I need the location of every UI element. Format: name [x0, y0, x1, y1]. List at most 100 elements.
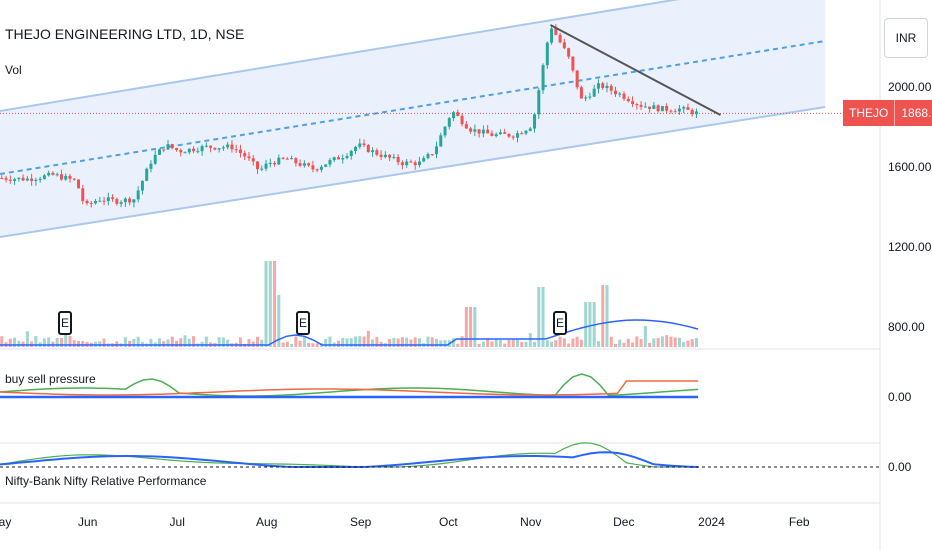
candle-body	[34, 179, 38, 181]
candle-body	[417, 161, 421, 166]
volume-bar	[179, 338, 183, 347]
candle-body	[567, 48, 571, 57]
earnings-marker-icon[interactable]: E	[58, 311, 72, 335]
candle-body	[345, 156, 349, 159]
candle-body	[311, 165, 315, 170]
channel-fill	[0, 0, 826, 237]
volume-bar	[690, 339, 694, 347]
volume-bar	[596, 341, 600, 347]
candle-body	[307, 163, 311, 166]
volume-bar	[677, 337, 681, 347]
candle-body	[264, 163, 268, 169]
candle-body	[660, 106, 664, 112]
candle-body	[571, 56, 575, 71]
volume-bar	[341, 337, 345, 347]
chart-title: THEJO ENGINEERING LTD, 1D, NSE	[5, 26, 245, 42]
candle-body	[213, 147, 217, 150]
relative-performance-fast-line	[0, 442, 699, 468]
candle-body	[47, 172, 51, 176]
candle-body	[238, 149, 242, 154]
volume-bar	[42, 338, 46, 347]
candle-body	[503, 132, 507, 134]
volume-bar	[98, 341, 102, 347]
candle-body	[635, 104, 639, 106]
candle-body	[200, 146, 204, 152]
candle-body	[400, 162, 404, 166]
earnings-marker-icon[interactable]: E	[296, 311, 310, 335]
time-tick-label: Dec	[613, 515, 634, 529]
candle-body	[21, 177, 25, 181]
volume-bar	[183, 335, 187, 347]
time-tick-label: Oct	[439, 515, 458, 529]
volume-bar	[584, 302, 588, 347]
volume-bar	[68, 336, 72, 347]
currency-button[interactable]: INR	[884, 18, 928, 58]
candle-body	[81, 188, 85, 201]
volume-bar	[550, 341, 554, 347]
volume-bar	[413, 337, 417, 347]
candle-body	[490, 133, 494, 137]
candle-body	[579, 87, 583, 99]
candle-body	[336, 157, 340, 160]
earnings-marker-icon[interactable]: E	[553, 311, 567, 335]
volume-bar	[149, 338, 153, 347]
candle-body	[533, 114, 537, 129]
volume-bar	[524, 341, 528, 347]
candle-body	[426, 154, 430, 159]
price-badge-value: 1868.10	[895, 100, 932, 126]
volume-bar	[533, 341, 537, 347]
volume-bar	[25, 331, 29, 347]
price-tick-label: 1600.00	[888, 160, 932, 174]
candle-body	[281, 157, 285, 159]
volume-bar	[362, 336, 366, 347]
candle-body	[477, 129, 481, 134]
volume-bar	[375, 337, 379, 347]
candle-body	[94, 201, 98, 204]
volume-bar	[175, 340, 179, 347]
volume-bar	[605, 285, 609, 347]
candle-body	[145, 168, 149, 181]
candle-body	[473, 129, 477, 132]
candle-body	[256, 161, 260, 170]
time-tick-label: 2024	[698, 515, 725, 529]
volume-bar	[132, 338, 136, 347]
candle-body	[494, 134, 498, 137]
candle-body	[677, 108, 681, 112]
relative-performance-label: Nifty-Bank Nifty Relative Performance	[5, 474, 207, 488]
time-tick-label: Feb	[789, 515, 810, 529]
candle-body	[669, 110, 673, 112]
candle-body	[588, 96, 592, 98]
candle-body	[77, 179, 81, 189]
time-tick-label: Aug	[256, 515, 277, 529]
volume-bar	[537, 287, 541, 347]
candle-body	[447, 118, 451, 127]
volume-bar	[609, 336, 613, 347]
candle-body	[690, 109, 694, 115]
candle-body	[277, 157, 281, 165]
candle-body	[226, 144, 230, 148]
volume-bar	[652, 338, 656, 347]
candle-body	[64, 175, 68, 180]
candle-body	[230, 144, 234, 150]
volume-bar	[567, 343, 571, 347]
volume-bar	[588, 302, 592, 347]
volume-bar	[30, 341, 34, 347]
candle-body	[128, 198, 132, 203]
candle-body	[251, 158, 255, 162]
volume-bar	[648, 342, 652, 347]
candle-body	[106, 197, 110, 202]
candle-body	[520, 133, 524, 135]
volume-bar	[673, 337, 677, 347]
volume-bar	[187, 338, 191, 347]
volume-bar	[221, 337, 225, 347]
relative-performance-axis-label: 0.00	[888, 460, 912, 474]
candle-body	[694, 111, 698, 115]
candle-body	[656, 105, 660, 112]
time-tick-label: May	[0, 515, 11, 529]
volume-bar	[469, 307, 473, 347]
candle-body	[4, 178, 8, 180]
volume-bar	[354, 336, 358, 347]
candle-body	[452, 112, 456, 119]
last-price-badge: THEJO 1868.10	[843, 100, 932, 126]
